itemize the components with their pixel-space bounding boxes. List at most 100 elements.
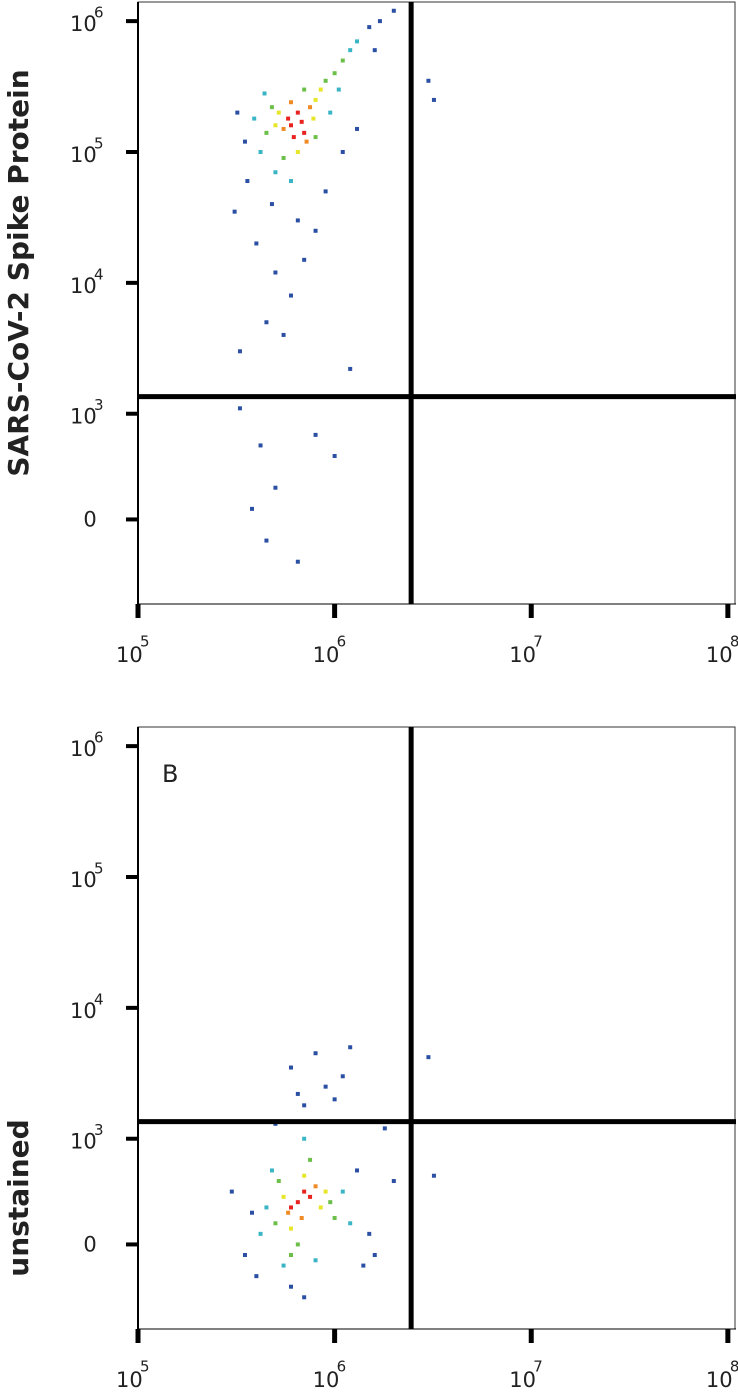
event-dot — [295, 1091, 300, 1096]
event-dot — [367, 25, 372, 30]
event-dot — [289, 1205, 294, 1210]
event-dot — [323, 1189, 328, 1194]
x-tick-sup: 6 — [337, 633, 347, 651]
event-dot — [262, 91, 267, 96]
event-dot — [289, 100, 294, 105]
plot-frame — [137, 1, 736, 605]
event-dot — [302, 87, 307, 92]
event-dot — [286, 116, 291, 121]
event-dot — [328, 110, 333, 115]
y-axis-title: unstained — [2, 1119, 35, 1276]
event-dot — [302, 257, 307, 262]
event-dot — [264, 538, 269, 543]
event-dot — [264, 320, 269, 325]
event-dot — [332, 71, 337, 76]
event-dot — [289, 1065, 294, 1070]
event-dot — [281, 126, 286, 131]
event-dot — [355, 39, 360, 44]
event-dot — [348, 1045, 353, 1050]
y-tick-label: 10 — [70, 274, 97, 298]
x-tick-label: 10 — [509, 643, 536, 667]
event-dot — [302, 1173, 307, 1178]
event-dot — [249, 506, 254, 511]
event-dot — [232, 209, 237, 214]
event-dot — [328, 1200, 333, 1205]
event-dot — [361, 1263, 366, 1268]
event-dot — [273, 170, 278, 175]
x-tick-sup: 5 — [140, 633, 150, 651]
event-dot — [336, 87, 341, 92]
event-dot — [237, 406, 242, 411]
event-dot — [302, 130, 307, 135]
event-dot — [340, 1074, 345, 1079]
event-dot — [313, 135, 318, 140]
event-dot — [391, 1179, 396, 1184]
event-dot — [289, 179, 294, 184]
event-dot — [313, 228, 318, 233]
y-tick-label: 10 — [70, 405, 97, 429]
x-tick-sup: 5 — [140, 1358, 150, 1376]
x-tick-sup: 8 — [730, 1358, 738, 1376]
y-tick-sup: 4 — [94, 990, 104, 1008]
event-dot — [332, 1097, 337, 1102]
x-tick-sup: 6 — [337, 1358, 347, 1376]
event-dot — [281, 1263, 286, 1268]
event-dot — [249, 1210, 254, 1215]
event-dot — [242, 139, 247, 144]
event-dot — [295, 149, 300, 154]
event-dot — [299, 1216, 304, 1221]
event-dot — [273, 270, 278, 275]
event-dot — [348, 1221, 353, 1226]
x-tick-label: 10 — [116, 643, 143, 667]
event-dot — [295, 218, 300, 223]
event-dot — [269, 1168, 274, 1173]
event-dot — [318, 87, 323, 92]
event-dot — [318, 1205, 323, 1210]
event-dot — [308, 1194, 313, 1199]
event-dot — [258, 149, 263, 154]
event-dot — [291, 135, 296, 140]
y-tick-label: 10 — [70, 999, 97, 1023]
y-tick-label: 10 — [70, 143, 97, 167]
event-dot — [258, 443, 263, 448]
event-dot — [299, 119, 304, 124]
x-tick-label: 10 — [509, 1368, 536, 1392]
event-dot — [254, 1274, 259, 1279]
event-dot — [252, 116, 257, 121]
event-dot — [273, 1221, 278, 1226]
event-dot — [313, 1184, 318, 1189]
event-dot — [323, 1084, 328, 1089]
y-tick-sup: 5 — [94, 859, 104, 877]
event-dot — [258, 1231, 263, 1236]
event-dot — [391, 8, 396, 13]
x-tick-sup: 7 — [533, 1358, 543, 1376]
event-dot — [323, 78, 328, 83]
plot-frame — [137, 726, 736, 1330]
x-tick-label: 10 — [706, 1368, 733, 1392]
event-dot — [229, 1189, 234, 1194]
y-tick-label: 0 — [83, 507, 96, 531]
event-dot — [295, 1242, 300, 1247]
event-dot — [372, 1253, 377, 1258]
panel-label: B — [162, 760, 178, 788]
x-tick-label: 10 — [313, 1368, 340, 1392]
event-dot — [431, 1173, 436, 1178]
event-dot — [311, 116, 316, 121]
y-tick-label: 0 — [83, 1232, 96, 1256]
event-dot — [332, 1216, 337, 1221]
event-dot — [273, 485, 278, 490]
event-dot — [340, 1189, 345, 1194]
event-dot — [340, 58, 345, 63]
event-dot — [281, 1194, 286, 1199]
event-dot — [304, 139, 309, 144]
y-tick-label: 10 — [70, 737, 97, 761]
event-dot — [269, 105, 274, 110]
event-dot — [242, 1253, 247, 1258]
event-dot — [289, 1253, 294, 1258]
event-dot — [289, 293, 294, 298]
x-tick-label: 10 — [116, 1368, 143, 1392]
event-dot — [313, 1258, 318, 1263]
event-dot — [264, 1205, 269, 1210]
event-dot — [289, 1284, 294, 1289]
